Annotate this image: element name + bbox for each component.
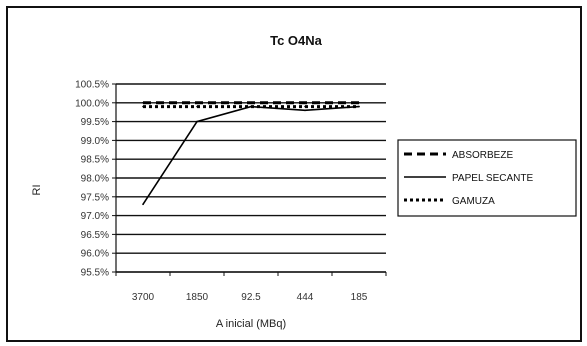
data-point — [250, 105, 252, 108]
data-point — [358, 102, 360, 104]
x-tick-label: 92.5 — [241, 292, 261, 303]
y-tick-label: 98.0% — [81, 174, 109, 185]
data-point — [304, 105, 306, 108]
y-tick-label: 100.5% — [75, 80, 109, 91]
y-tick-label: 96.5% — [81, 230, 109, 241]
x-tick-label: 3700 — [132, 292, 155, 303]
y-tick-label: 98.5% — [81, 155, 109, 166]
legend-label: PAPEL SECANTE — [452, 173, 533, 184]
data-point — [196, 105, 198, 108]
data-point — [142, 102, 144, 104]
legend-box — [397, 139, 577, 217]
y-tick-label: 96.0% — [81, 249, 109, 260]
y-tick-label: 97.5% — [81, 192, 109, 203]
data-point — [250, 102, 252, 104]
chart-title: Tc O4Na — [270, 33, 323, 48]
data-point — [304, 102, 306, 104]
y-tick-label: 97.0% — [81, 211, 109, 222]
y-tick-label: 100.0% — [75, 98, 109, 109]
y-tick-label: 99.0% — [81, 136, 109, 147]
y-tick-label: 99.5% — [81, 117, 109, 128]
data-point — [304, 109, 306, 112]
data-point — [196, 102, 198, 104]
data-point — [142, 105, 144, 108]
legend-label: ABSORBEZE — [452, 150, 513, 161]
x-tick-label: 185 — [351, 292, 368, 303]
data-point — [142, 203, 144, 206]
data-point — [358, 105, 360, 108]
x-tick-label: 1850 — [186, 292, 209, 303]
x-tick-label: 444 — [297, 292, 314, 303]
legend-label: GAMUZA — [452, 196, 495, 207]
y-tick-label: 95.5% — [81, 268, 109, 279]
data-point — [196, 120, 198, 123]
y-axis-title: RI — [31, 185, 43, 196]
x-axis-title: A inicial (MBq) — [216, 318, 286, 330]
